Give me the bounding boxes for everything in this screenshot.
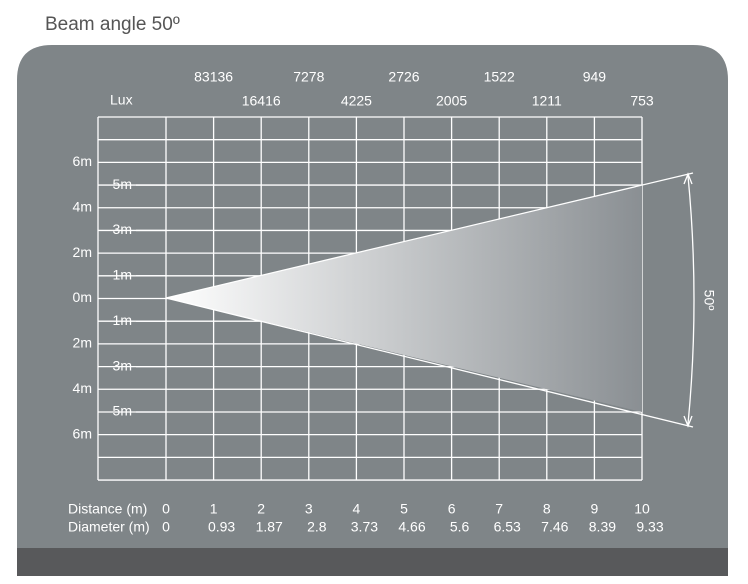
- y-inner-label: 1m: [113, 267, 132, 283]
- angle-arc: [687, 175, 695, 425]
- footer-bar: [17, 548, 728, 576]
- diameter-value: 0: [162, 519, 170, 535]
- beam: [166, 185, 642, 412]
- y-label: 2m: [73, 244, 92, 260]
- y-inner-label: 3m: [113, 357, 132, 373]
- y-inner-label: 1m: [113, 312, 132, 328]
- distance-value: 4: [353, 501, 361, 517]
- distance-value: 8: [543, 501, 551, 517]
- distance-value: 6: [448, 501, 456, 517]
- title: Beam angle 50º: [45, 14, 180, 35]
- y-inner-label: 5m: [113, 403, 132, 419]
- diameter-value: 0.93: [208, 519, 235, 535]
- y-label: 4m: [73, 380, 92, 396]
- y-label: 2m: [73, 335, 92, 351]
- diameter-value: 8.39: [589, 519, 616, 535]
- y-label: 6m: [73, 425, 92, 441]
- y-label: 6m: [73, 153, 92, 169]
- distance-value: 10: [634, 501, 650, 517]
- lux-value: 83136: [194, 69, 233, 85]
- beam-edge: [165, 297, 694, 428]
- distance-value: 1: [210, 501, 218, 517]
- lux-label: Lux: [110, 92, 133, 108]
- diameter-value: 6.53: [494, 519, 521, 535]
- lux-value: 16416: [242, 93, 281, 109]
- angle-arrows: [683, 172, 693, 428]
- y-inner-label: 3m: [113, 221, 132, 237]
- distance-value: 5: [400, 501, 408, 517]
- lux-value: 949: [583, 69, 607, 85]
- y-label: 0m: [73, 289, 92, 305]
- lux-value: 1522: [484, 69, 515, 85]
- lux-value: 7278: [293, 69, 324, 85]
- diameter-value: 1.87: [256, 519, 283, 535]
- beam-edge: [165, 172, 694, 299]
- distance-value: 3: [305, 501, 313, 517]
- diameter-value: 7.46: [541, 519, 568, 535]
- distance-label: Distance (m): [68, 501, 147, 517]
- distance-value: 2: [257, 501, 265, 517]
- distance-value: 0: [162, 501, 170, 517]
- lux-value: 753: [630, 93, 654, 109]
- diameter-value: 9.33: [636, 519, 663, 535]
- diameter-label: Diameter (m): [68, 519, 150, 535]
- y-inner-label: 5m: [113, 176, 132, 192]
- diameter-value: 2.8: [307, 519, 327, 535]
- angle-label: 50º: [701, 290, 717, 311]
- distance-value: 7: [495, 501, 503, 517]
- diameter-value: 5.6: [450, 519, 470, 535]
- lux-value: 4225: [341, 93, 372, 109]
- distance-value: 9: [591, 501, 599, 517]
- lux-value: 1211: [532, 93, 562, 109]
- lux-value: 2005: [436, 93, 467, 109]
- diameter-value: 4.66: [398, 519, 425, 535]
- diameter-value: 3.73: [351, 519, 378, 535]
- lux-value: 2726: [388, 69, 419, 85]
- y-label: 4m: [73, 198, 92, 214]
